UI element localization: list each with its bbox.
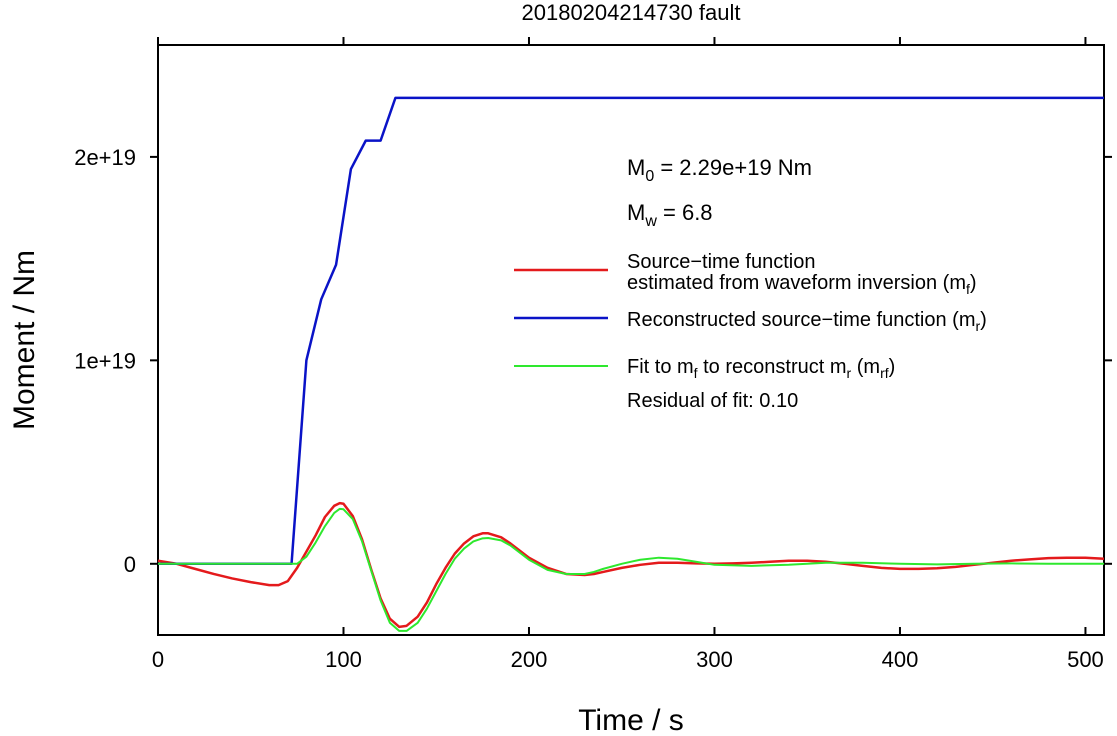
plot-frame bbox=[157, 44, 1105, 636]
mw-annotation: Mw = 6.8 bbox=[627, 200, 713, 230]
legend-2-a-sub: f bbox=[694, 365, 698, 381]
x-tick-label-1: 100 bbox=[325, 647, 362, 672]
legend-label-series-0-line1: Source−time function bbox=[627, 251, 815, 273]
annotations: M0 = 2.29e+19 Nm Mw = 6.8 bbox=[627, 155, 812, 230]
legend-1-main: Reconstructed source−time function (m bbox=[627, 309, 976, 331]
plot-area: 0 100 200 300 400 500 0 1e+19 2e+19 bbox=[74, 37, 1112, 672]
legend-0-l2-sub: f bbox=[966, 281, 970, 297]
legend-1-sub: r bbox=[976, 318, 981, 334]
legend-2-c: (m bbox=[851, 356, 880, 378]
series-line-1 bbox=[158, 96, 1104, 566]
chart-title: 20180204214730 fault bbox=[522, 0, 741, 25]
legend-2-b: to reconstruct m bbox=[698, 356, 847, 378]
legend-label-series-1: Reconstructed source−time function (mr) bbox=[627, 309, 987, 334]
tick-layer: 0 100 200 300 400 500 0 1e+19 2e+19 bbox=[74, 37, 1112, 672]
legend-2-b-sub: r bbox=[847, 365, 852, 381]
series-line-0 bbox=[157, 501, 1105, 629]
x-tick-label-2: 200 bbox=[511, 647, 548, 672]
series-line-2 bbox=[158, 507, 1104, 632]
mw-subscript: w bbox=[644, 213, 657, 230]
m0-main: M bbox=[627, 155, 645, 180]
m0-subscript: 0 bbox=[645, 168, 654, 185]
y-tick-label-2: 2e+19 bbox=[74, 145, 136, 170]
x-tick-label-0: 0 bbox=[152, 647, 164, 672]
mw-rest: = 6.8 bbox=[657, 200, 713, 225]
mw-main: M bbox=[627, 200, 645, 225]
legend-2-a: Fit to m bbox=[627, 356, 694, 378]
legend-label-series-0-line2: estimated from waveform inversion (mf) bbox=[627, 272, 977, 297]
legend: Source−time function estimated from wave… bbox=[514, 251, 987, 412]
x-axis-label: Time / s bbox=[578, 704, 684, 736]
x-tick-label-3: 300 bbox=[696, 647, 733, 672]
y-tick-label-1: 1e+19 bbox=[74, 348, 136, 373]
x-tick-label-4: 400 bbox=[882, 647, 919, 672]
m0-rest: = 2.29e+19 Nm bbox=[654, 155, 812, 180]
series-layer bbox=[157, 96, 1105, 632]
legend-0-l2-end: ) bbox=[970, 272, 977, 294]
legend-label-series-2: Fit to mf to reconstruct mr (mrf) bbox=[627, 356, 895, 381]
m0-annotation: M0 = 2.29e+19 Nm bbox=[627, 155, 812, 185]
residual-annotation: Residual of fit: 0.10 bbox=[627, 390, 798, 412]
legend-0-l2-main: estimated from waveform inversion (m bbox=[627, 272, 966, 294]
legend-2-d: ) bbox=[889, 356, 896, 378]
legend-2-c-sub: rf bbox=[880, 365, 889, 381]
legend-1-end: ) bbox=[980, 309, 987, 331]
y-tick-label-0: 0 bbox=[124, 552, 136, 577]
x-tick-label-5: 500 bbox=[1067, 647, 1104, 672]
y-axis-label: Moment / Nm bbox=[8, 250, 41, 430]
